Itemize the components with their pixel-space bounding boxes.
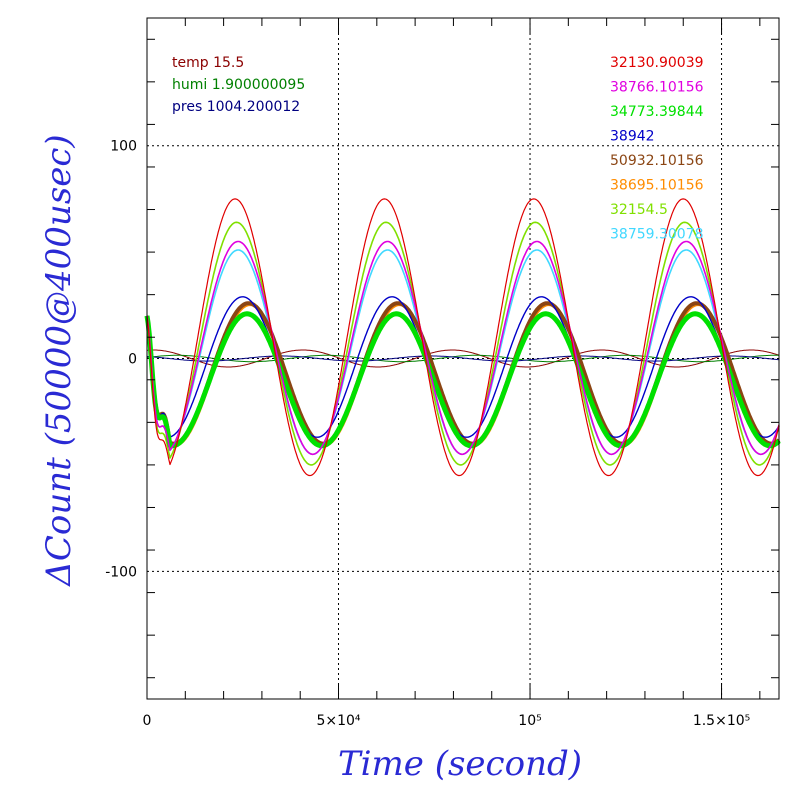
x-axis-title: Time (second) [338, 744, 582, 784]
series-legend-entry: 50932.10156 [610, 153, 704, 169]
env-line-pres [146, 355, 780, 362]
y-tick-label: -100 [105, 564, 137, 580]
series-legend-entry: 34773.39844 [610, 104, 704, 120]
env-legend-entry: humi 1.900000095 [172, 77, 305, 93]
tick-labels: 0 5×10⁴ 10⁵ 1.5×10⁵ 100 0 -100 [105, 139, 750, 729]
series-line [146, 221, 780, 466]
series-line [146, 249, 780, 456]
y-tick-label: 100 [110, 139, 137, 155]
x-tick-label: 1.5×10⁵ [693, 713, 750, 729]
x-tick-label: 0 [143, 713, 152, 729]
series-legend-entry: 32154.5 [610, 202, 668, 218]
series-legend-entry: 32130.90039 [610, 55, 704, 71]
x-tick-label: 5×10⁴ [316, 713, 360, 729]
series-legend-entry: 38759.30078 [610, 227, 704, 243]
series-legend: 32130.90039 38766.10156 34773.39844 38942 50… [610, 55, 704, 243]
series-line [146, 198, 780, 477]
series-line [146, 304, 780, 447]
series-line [146, 296, 780, 438]
env-line-temp [146, 349, 780, 368]
x-tick-label: 10⁵ [518, 713, 541, 729]
series-line [144, 311, 781, 449]
env-legend-entry: pres 1004.200012 [172, 99, 300, 115]
series-legend-entry: 38695.10156 [610, 178, 704, 194]
tick-marks [146, 18, 779, 699]
series-line [146, 240, 780, 456]
plot-frame [146, 17, 780, 700]
series-legend-entry: 38766.10156 [610, 80, 704, 96]
y-axis-title: ΔCount (50000@400usec) [39, 134, 79, 587]
env-legend-entry: temp 15.5 [172, 55, 244, 71]
env-legend: temp 15.5 humi 1.900000095 pres 1004.20001… [172, 55, 305, 115]
series-legend-entry: 38942 [610, 129, 655, 145]
y-tick-label: 0 [128, 352, 137, 368]
series-layer [144, 198, 781, 477]
